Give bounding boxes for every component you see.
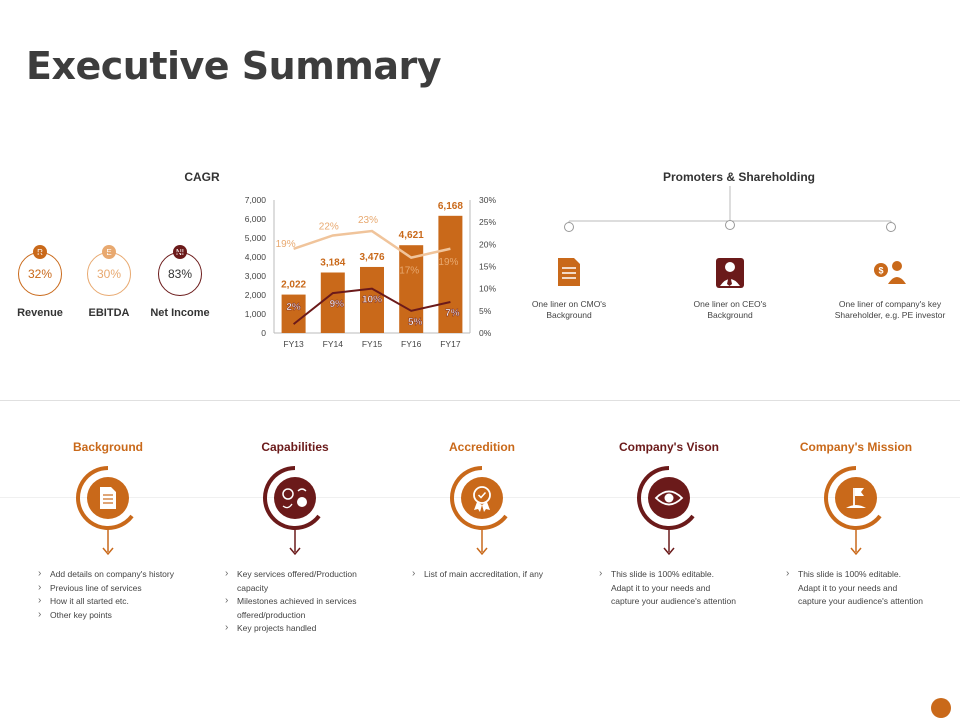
right-tick-label: 30% [479, 195, 496, 205]
net-income-margin-label: 9% [330, 299, 345, 310]
promoters-heading: Promoters & Shareholding [662, 170, 816, 184]
list-item: Other key points [36, 608, 176, 623]
page-title: Executive Summary [26, 44, 442, 88]
accredition-list: List of main accreditation, if any [410, 567, 550, 582]
list-item: This slide is 100% editable. Adapt it to… [597, 567, 737, 609]
left-tick-label: 4,000 [245, 252, 267, 262]
right-tick-label: 10% [479, 284, 496, 294]
left-tick-label: 3,000 [245, 271, 267, 281]
capabilities-icon [282, 488, 307, 509]
revenue-kpi: 32% [18, 252, 62, 296]
revenue-bar-label: 6,168 [438, 201, 463, 212]
ceo-person-icon [716, 258, 744, 288]
list-item: How it all started etc. [36, 594, 176, 609]
section-divider [0, 400, 960, 401]
right-tick-label: 25% [479, 217, 496, 227]
right-tick-label: 20% [479, 239, 496, 249]
right-tick-label: 5% [479, 306, 492, 316]
right-tick-label: 0% [479, 328, 492, 338]
vision-list: This slide is 100% editable. Adapt it to… [597, 567, 737, 609]
document-icon [558, 258, 580, 286]
background-title: Background [72, 440, 143, 454]
revenue-label: Revenue [17, 307, 63, 319]
revenue-bar-label: 2,022 [281, 280, 306, 291]
ebitda-margin-label: 17% [399, 266, 419, 277]
cagr-heading: CAGR [184, 170, 220, 184]
list-item: Milestones achieved in services offered/… [223, 594, 363, 622]
mission-list: This slide is 100% editable. Adapt it to… [784, 567, 924, 609]
vision-title: Company's Vison [619, 440, 719, 454]
ebitda-margin-label: 19% [438, 257, 458, 268]
net-income-label: Net Income [150, 307, 210, 319]
revenue-bar [281, 294, 306, 333]
x-tick-label: FY14 [323, 339, 344, 349]
left-tick-label: 1,000 [245, 309, 267, 319]
promoters-tree: $ [558, 186, 906, 288]
left-tick-label: 0 [261, 328, 266, 338]
list-item: Previous line of services [36, 581, 176, 596]
award-badge-icon [473, 486, 491, 512]
capabilities-ring [263, 466, 321, 556]
list-item: List of main accreditation, if any [410, 567, 550, 582]
mission-title: Company's Mission [799, 440, 913, 454]
capabilities-list: Key services offered/Production capacity… [223, 567, 363, 636]
net-income-margin-label: 2% [286, 302, 301, 313]
net-income-margin-label: 7% [445, 308, 460, 319]
shareholder-icon: $ [874, 261, 906, 284]
flag-icon [846, 488, 866, 508]
revenue-bar [399, 245, 424, 333]
ebitda-kpi: 30% [87, 252, 131, 296]
corner-dot [931, 698, 951, 718]
ebitda-margin-line [293, 229, 451, 259]
list-item: This slide is 100% editable. Adapt it to… [784, 567, 924, 609]
ebitda-label: EBITDA [88, 307, 130, 319]
revenue-margin-chart: 0 1,000 2,000 3,000 4,000 5,000 6,000 7,000 0% 5%… [245, 195, 497, 349]
background-ring [76, 466, 134, 556]
background-list: Add details on company's history Previou… [36, 567, 176, 623]
ceo-text: One liner on CEO's Background [693, 299, 767, 320]
left-tick-label: 6,000 [245, 214, 267, 224]
revenue-bar [320, 272, 345, 333]
net-income-margin-line [292, 287, 451, 325]
accredition-title: Accredition [448, 440, 515, 454]
right-tick-label: 15% [479, 262, 496, 272]
shareholder-text: One liner of company's key Shareholder, … [834, 299, 946, 320]
ebitda-margin-label: 19% [276, 239, 296, 250]
x-tick-label: FY17 [440, 339, 461, 349]
x-tick-label: FY15 [362, 339, 383, 349]
revenue-bar-label: 3,184 [320, 258, 345, 269]
left-tick-label: 2,000 [245, 290, 267, 300]
left-tick-label: 7,000 [245, 195, 267, 205]
cmo-text: One liner on CMO's Background [531, 299, 607, 320]
mission-ring [824, 466, 882, 556]
net-income-margin-label: 5% [408, 317, 423, 328]
ebitda-margin-label: 22% [319, 221, 339, 232]
ebitda-margin-label: 23% [358, 215, 378, 226]
accredition-ring [450, 466, 508, 556]
left-tick-label: 5,000 [245, 233, 267, 243]
x-tick-label: FY13 [283, 339, 304, 349]
revenue-bar [438, 215, 463, 333]
eye-icon [654, 490, 684, 506]
svg-text:$: $ [878, 266, 883, 276]
vision-ring [637, 466, 695, 556]
x-tick-label: FY16 [401, 339, 422, 349]
list-item: Key services offered/Production capacity [223, 567, 363, 595]
capabilities-title: Capabilities [261, 440, 329, 454]
net-income-kpi: 83% [158, 252, 202, 296]
net-income-margin-label: 10% [362, 295, 382, 306]
revenue-bar-label: 4,621 [399, 230, 424, 241]
revenue-bar-label: 3,476 [359, 252, 384, 263]
document-icon [100, 487, 116, 509]
list-item: Add details on company's history [36, 567, 176, 582]
list-item: Key projects handled [223, 621, 363, 636]
revenue-bar [360, 266, 384, 333]
